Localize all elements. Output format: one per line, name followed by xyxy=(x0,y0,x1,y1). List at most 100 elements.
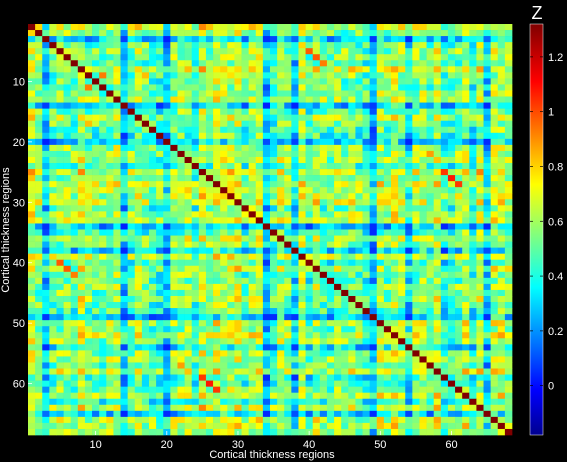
heatmap-cell xyxy=(334,410,342,418)
heatmap-cell xyxy=(42,138,50,146)
heatmap-cell xyxy=(63,108,72,116)
heatmap-cell xyxy=(326,344,335,351)
heatmap-cell xyxy=(341,422,349,430)
heatmap-cell xyxy=(84,84,93,91)
heatmap-cell xyxy=(326,338,335,345)
heatmap-cell xyxy=(419,72,427,79)
heatmap-cell xyxy=(483,386,491,394)
heatmap-cell xyxy=(462,181,470,188)
heatmap-cell xyxy=(77,42,86,49)
heatmap-cell xyxy=(476,199,484,206)
heatmap-cell xyxy=(49,120,57,128)
heatmap-cell xyxy=(234,398,242,406)
heatmap-cell xyxy=(476,410,484,418)
heatmap-cell xyxy=(284,48,292,55)
heatmap-cell xyxy=(42,163,50,170)
heatmap-cell xyxy=(270,344,278,351)
heatmap-cell xyxy=(49,138,57,146)
heatmap-cell xyxy=(84,259,93,267)
heatmap-cell xyxy=(270,368,278,375)
heatmap-cell xyxy=(134,175,143,182)
heatmap-cell xyxy=(234,114,242,122)
heatmap-cell xyxy=(305,156,314,164)
heatmap-cell xyxy=(362,241,370,248)
heatmap-cell xyxy=(42,144,50,152)
heatmap-cell xyxy=(99,295,107,303)
heatmap-cell xyxy=(362,138,370,146)
heatmap-cell xyxy=(255,338,264,345)
heatmap-cell xyxy=(84,283,93,291)
heatmap-cell xyxy=(405,90,413,97)
heatmap-cell xyxy=(156,289,164,297)
heatmap-cell xyxy=(476,126,484,134)
heatmap-cell xyxy=(248,108,257,116)
heatmap-cell xyxy=(398,193,406,200)
heatmap-cell xyxy=(312,175,321,182)
heatmap-cell xyxy=(270,404,278,412)
heatmap-cell xyxy=(35,392,43,400)
heatmap-cell xyxy=(369,265,378,273)
heatmap-cell xyxy=(84,386,93,394)
heatmap-cell xyxy=(383,380,392,387)
heatmap-cell xyxy=(42,410,50,418)
heatmap-cell xyxy=(35,235,43,242)
heatmap-cell xyxy=(120,295,128,303)
heatmap-cell xyxy=(355,295,363,303)
heatmap-cell xyxy=(376,193,385,200)
heatmap-cell xyxy=(419,96,427,103)
heatmap-cell xyxy=(440,229,449,236)
heatmap-cell xyxy=(49,175,57,182)
heatmap-cell xyxy=(398,84,406,91)
heatmap-cell xyxy=(462,362,470,369)
heatmap-cell xyxy=(419,229,427,236)
heatmap-cell xyxy=(35,120,43,128)
heatmap-cell xyxy=(170,132,178,140)
heatmap-cell xyxy=(440,217,449,224)
heatmap-cell xyxy=(383,289,392,297)
heatmap-cell xyxy=(341,277,349,285)
heatmap-cell xyxy=(369,223,378,230)
heatmap-cell xyxy=(412,277,420,285)
heatmap-cell xyxy=(156,169,164,176)
heatmap-cell xyxy=(369,96,378,103)
heatmap-cell xyxy=(184,78,193,85)
heatmap-cell xyxy=(440,132,449,140)
heatmap-cell xyxy=(141,302,150,309)
heatmap-cell xyxy=(447,193,456,200)
heatmap-cell xyxy=(483,259,491,267)
heatmap-cell xyxy=(156,404,164,412)
heatmap-cell xyxy=(319,193,328,200)
heatmap-cell xyxy=(419,235,427,242)
heatmap-cell xyxy=(277,416,285,424)
heatmap-cell xyxy=(291,90,299,97)
heatmap-cell xyxy=(56,96,64,103)
heatmap-cell xyxy=(156,30,164,37)
heatmap-cell xyxy=(405,416,413,424)
heatmap-cell xyxy=(63,175,72,182)
heatmap-cell xyxy=(362,84,370,91)
heatmap-cell xyxy=(426,193,435,200)
heatmap-cell xyxy=(469,265,477,273)
heatmap-cell xyxy=(42,132,50,140)
heatmap-cell xyxy=(184,247,193,255)
heatmap-cell xyxy=(497,283,506,291)
heatmap-cell xyxy=(84,289,93,297)
heatmap-cell xyxy=(490,78,499,85)
heatmap-cell xyxy=(28,175,36,182)
heatmap-cell xyxy=(99,42,107,49)
heatmap-cell xyxy=(426,163,435,170)
heatmap-cell xyxy=(191,193,200,200)
heatmap-cell xyxy=(376,253,385,261)
heatmap-cell xyxy=(362,283,370,291)
heatmap-cell xyxy=(205,416,214,424)
heatmap-cell xyxy=(184,229,193,236)
heatmap-cell xyxy=(241,193,249,200)
heatmap-cell xyxy=(348,72,356,79)
heatmap-cell xyxy=(163,108,171,116)
heatmap-cell xyxy=(391,84,399,91)
heatmap-cell xyxy=(170,247,178,255)
heatmap-cell xyxy=(326,126,335,134)
heatmap-cell xyxy=(284,54,292,61)
heatmap-cell xyxy=(99,428,107,436)
heatmap-cell xyxy=(141,217,150,224)
